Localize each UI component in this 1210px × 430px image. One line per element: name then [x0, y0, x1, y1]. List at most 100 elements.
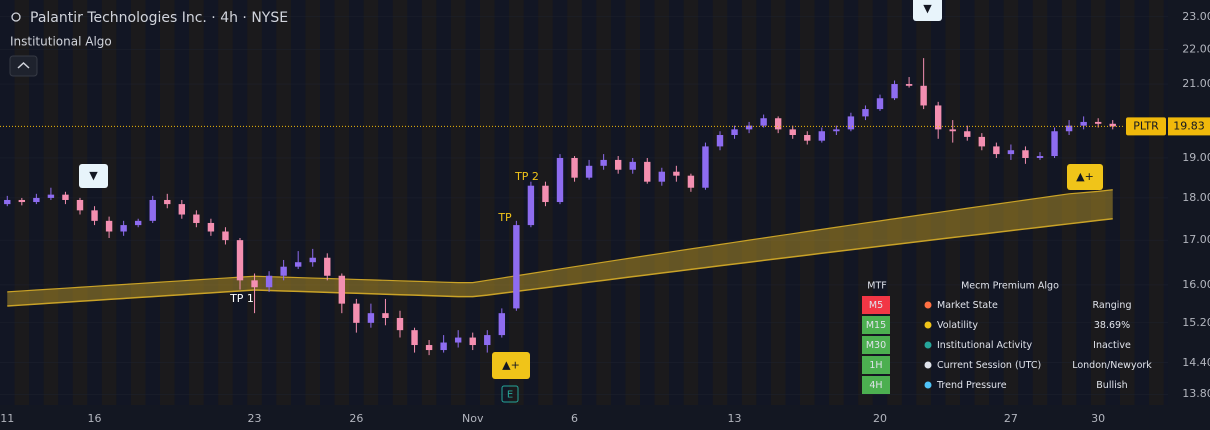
candle-body [396, 317, 404, 331]
indicator-name: Institutional Algo [10, 35, 112, 49]
session-stripe [698, 0, 714, 405]
y-tick-label: 19.00 [1182, 151, 1210, 164]
session-stripe [974, 0, 990, 405]
candle-body [658, 171, 666, 182]
session-stripe [465, 0, 481, 405]
earnings-box [501, 385, 519, 403]
candle-body [1007, 150, 1015, 155]
session-stripe [640, 0, 656, 405]
signal-box [79, 164, 108, 188]
candle-body [222, 231, 229, 241]
plot-area [4, 58, 1116, 356]
session-stripe [392, 0, 408, 405]
candle-body [862, 109, 869, 117]
session-stripe [189, 0, 205, 405]
session-stripe [276, 0, 292, 405]
candle-body [527, 185, 535, 226]
row-label: Institutional Activity [937, 340, 1032, 351]
y-tick-label: 17.00 [1182, 233, 1210, 246]
candle-body [251, 280, 258, 288]
candle-body [964, 131, 971, 137]
candle-body [993, 146, 1000, 155]
session-stripe [843, 0, 859, 405]
session-stripe [334, 0, 350, 405]
session-stripe [1061, 0, 1077, 405]
collapse-icon [17, 61, 30, 69]
candle-body [934, 105, 942, 130]
session-stripe [436, 0, 452, 405]
session-stripe [130, 0, 146, 405]
session-stripe [610, 0, 626, 405]
row-label: Current Session (UTC) [937, 360, 1041, 371]
session-stripe [960, 0, 976, 405]
candle-body [905, 84, 913, 86]
signal-box [1067, 164, 1103, 190]
session-stripe [232, 0, 248, 405]
row-label: Volatility [937, 320, 978, 331]
session-stripe [290, 0, 306, 405]
session-stripe [378, 0, 394, 405]
session-stripe [407, 0, 423, 405]
session-stripe [1090, 0, 1106, 405]
candle-body [134, 220, 142, 226]
candle-body [47, 194, 55, 198]
tf-cell [862, 356, 890, 374]
row-value: Bullish [1096, 380, 1127, 391]
table-header: Mecm Premium Algo [961, 281, 1059, 292]
tf-cell [862, 316, 890, 334]
session-stripe [1076, 0, 1092, 405]
candle-body [542, 185, 549, 203]
candle-body [62, 194, 69, 200]
candle-body [920, 85, 927, 106]
tf-cell [862, 376, 890, 394]
price-label: 19.83 [1173, 119, 1205, 132]
x-tick-label: Nov [462, 412, 484, 425]
session-stripe [1134, 0, 1150, 405]
candle-body [1080, 121, 1087, 126]
session-stripe [43, 0, 59, 405]
session-stripe [669, 0, 685, 405]
price-axis [1168, 0, 1210, 430]
candle-body [774, 118, 782, 130]
candle-body [91, 210, 98, 221]
candle-body [193, 214, 200, 223]
candle-body [876, 98, 884, 110]
candle-body [149, 199, 156, 221]
session-stripe [800, 0, 816, 405]
session-stripe [87, 0, 103, 405]
candle-body [265, 275, 273, 288]
candle-body [294, 262, 302, 267]
candle-body [556, 157, 564, 203]
y-tick-label: 15.20 [1182, 316, 1210, 329]
x-tick-label: 6 [571, 412, 578, 425]
session-stripe [349, 0, 365, 405]
candle-body [1065, 125, 1073, 132]
candle-body [469, 337, 476, 346]
row-icon [924, 341, 932, 349]
candle-body [1051, 131, 1058, 157]
x-tick-label: 16 [88, 412, 102, 425]
candle-body [338, 275, 346, 304]
session-stripe [1032, 0, 1048, 405]
y-tick-label: 22.00 [1182, 43, 1210, 56]
row-icon [924, 301, 932, 309]
symbol-label: PLTR [1133, 119, 1159, 132]
candle-body [513, 225, 520, 309]
x-tick-label: 20 [873, 412, 887, 425]
candle-body [644, 161, 651, 182]
signal-marker: ▼ [923, 2, 932, 15]
y-tick-label: 14.40 [1182, 356, 1210, 369]
tf-label: 4H [869, 380, 882, 391]
session-stripe [203, 0, 219, 405]
row-value: London/Newyork [1072, 360, 1152, 371]
tf-label: M30 [866, 340, 886, 351]
candle-body [382, 313, 389, 318]
candle-body [207, 222, 215, 232]
collapse-button[interactable] [9, 55, 38, 77]
candle-body [280, 266, 287, 276]
symbol-tag [1126, 117, 1166, 136]
x-tick-label: 23 [248, 412, 262, 425]
session-stripe [785, 0, 801, 405]
session-stripe [509, 0, 525, 405]
session-stripe [930, 0, 946, 405]
